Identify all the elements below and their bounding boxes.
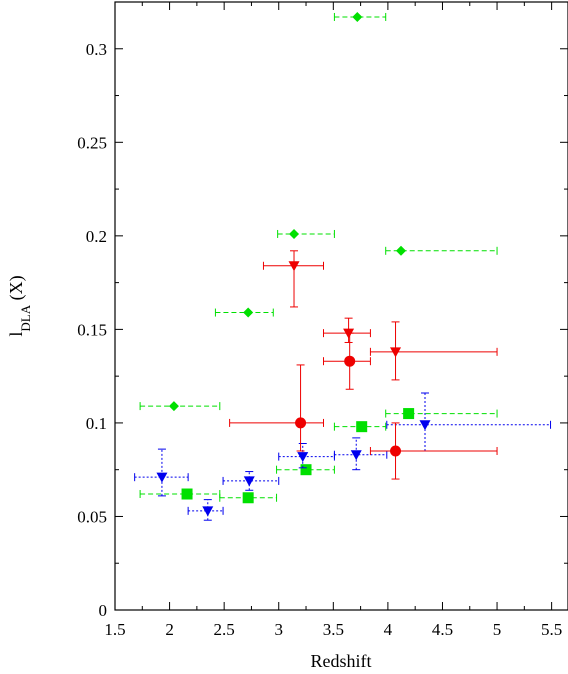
- x-tick-label: 1.5: [104, 620, 125, 639]
- x-tick-label: 2.5: [214, 620, 235, 639]
- series-square: [139, 408, 498, 504]
- x-axis-ticks: 1.5 2 2.5 3 3.5 4 4.5 5 5.5: [104, 2, 562, 639]
- y-tick-label: 0.3: [86, 40, 107, 59]
- y-tick-label: 0.1: [86, 414, 107, 433]
- data-point-triangle: [156, 472, 168, 483]
- data-point-square: [181, 488, 193, 500]
- data-point-triangle: [297, 452, 309, 463]
- x-tick-label: 5.5: [541, 620, 562, 639]
- data-point-diamond: [168, 401, 179, 412]
- data-point-diamond: [395, 245, 406, 256]
- data-point-diamond: [289, 228, 300, 239]
- data-point-square: [356, 421, 368, 433]
- data-point-circle: [344, 355, 356, 367]
- x-axis-title: Redshift: [311, 651, 372, 671]
- x-tick-label: 3: [274, 620, 283, 639]
- data-point-square: [403, 408, 415, 420]
- y-tick-label: 0.2: [86, 227, 107, 246]
- data-point-diamond: [352, 11, 363, 22]
- data-point-triangle: [202, 506, 214, 517]
- data-point-circle: [295, 417, 307, 429]
- data-point-square: [300, 464, 312, 476]
- x-tick-label: 4: [384, 620, 393, 639]
- x-tick-label: 3.5: [323, 620, 344, 639]
- x-tick-label: 2: [165, 620, 174, 639]
- x-tick-label: 5: [493, 620, 502, 639]
- series-circle: [229, 332, 498, 480]
- data-point-triangle: [419, 420, 431, 431]
- data-point-triangle: [390, 347, 402, 358]
- data-point-triangle: [288, 261, 300, 272]
- series-triangle-down: [134, 392, 552, 521]
- data-point-circle: [390, 445, 402, 457]
- data-point-triangle: [243, 476, 255, 487]
- data-point-square: [242, 492, 254, 504]
- y-tick-label: 0.05: [77, 507, 107, 526]
- data-point-diamond: [243, 307, 254, 318]
- series-diamond: [139, 11, 498, 412]
- y-tick-label: 0.15: [77, 320, 107, 339]
- data-point-triangle: [350, 450, 362, 461]
- y-axis-title: lDLA (X): [6, 275, 33, 336]
- y-axis-ticks: 0 0.05 0.1 0.15 0.2 0.25 0.3: [77, 40, 568, 620]
- y-tick-label: 0: [99, 601, 108, 620]
- series-triangle-down: [262, 250, 498, 381]
- x-tick-label: 4.5: [432, 620, 453, 639]
- series-layer: [134, 11, 552, 521]
- plot-frame: [114, 1, 568, 611]
- y-tick-label: 0.25: [77, 133, 107, 152]
